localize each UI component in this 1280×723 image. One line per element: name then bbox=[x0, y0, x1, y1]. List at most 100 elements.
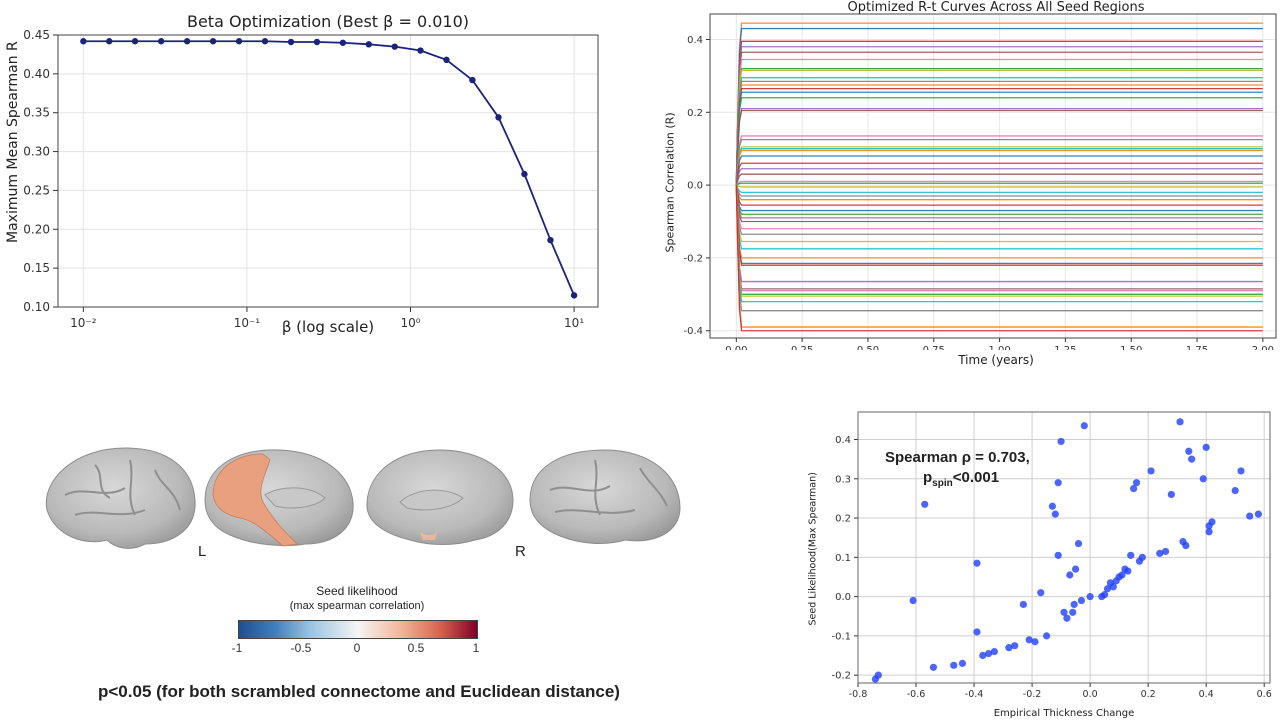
colorbar-title: Seed likelihood bbox=[316, 584, 398, 598]
x-tick-label: 0.2 bbox=[1141, 689, 1156, 700]
scatter-point bbox=[1109, 583, 1117, 591]
scatter-point bbox=[1054, 479, 1062, 487]
plot-frame bbox=[57, 34, 599, 308]
scatter-point bbox=[1080, 422, 1088, 430]
scatter-point bbox=[1176, 418, 1184, 426]
scatter-point bbox=[1011, 642, 1019, 650]
y-tick-label: -0.2 bbox=[683, 253, 703, 264]
x-tick-label: 1.25 bbox=[1054, 345, 1076, 350]
plot-frame bbox=[709, 13, 1277, 339]
y-tick-label: 0.20 bbox=[23, 222, 50, 236]
data-point bbox=[80, 38, 87, 45]
data-point bbox=[313, 38, 321, 46]
x-tick-label: 1.00 bbox=[988, 345, 1010, 350]
data-point bbox=[521, 170, 528, 178]
x-tick-label: 1.75 bbox=[1186, 345, 1208, 350]
beta-chart-title: Beta Optimization (Best β = 0.010) bbox=[186, 12, 469, 31]
y-tick-label: 0.1 bbox=[835, 553, 851, 564]
scatter-point bbox=[1048, 502, 1056, 510]
colorbar-tick: 1 bbox=[472, 641, 480, 655]
scatter-point bbox=[1161, 547, 1170, 556]
brain-right-lateral bbox=[529, 449, 681, 544]
scatter-point bbox=[1185, 447, 1193, 455]
colorbar-subtitle: (max spearman correlation) bbox=[289, 600, 425, 612]
rt-series-line bbox=[735, 173, 1263, 186]
x-tick-label: 10⁰ bbox=[400, 316, 420, 330]
brain-surface-figure bbox=[45, 447, 681, 549]
spearman-p-text: pspin<0.001 bbox=[923, 469, 1000, 489]
scatter-point bbox=[958, 659, 967, 667]
y-tick-label: -0.4 bbox=[683, 326, 703, 337]
x-tick-label: -0.8 bbox=[849, 689, 868, 700]
y-tick-label: 0.10 bbox=[23, 300, 50, 314]
seed-likelihood-scatter: -0.8 -0.6 -0.4 -0.2 0.0 0.2 0.4 0.6 -0.2 -0.1 0.0 0… bbox=[831, 411, 1272, 700]
data-point bbox=[157, 38, 165, 45]
scatter-point bbox=[1103, 585, 1112, 593]
data-point bbox=[131, 38, 139, 45]
x-tick-label: 10¹ bbox=[564, 316, 584, 330]
rt-chart-title: Optimized R-t Curves Across All Seed Reg… bbox=[847, 0, 1145, 15]
y-tick-label: 0.35 bbox=[23, 106, 50, 120]
x-tick-label: 0.0 bbox=[1083, 689, 1098, 700]
scatter-point bbox=[1042, 632, 1051, 640]
scatter-point bbox=[874, 671, 882, 679]
y-tick-label: 0.2 bbox=[687, 108, 703, 119]
x-tick-label: 0.00 bbox=[725, 345, 747, 350]
x-tick-label: 10⁻² bbox=[70, 316, 97, 330]
data-point bbox=[495, 114, 502, 121]
scatter-point bbox=[1031, 638, 1039, 646]
y-tick-label: -0.2 bbox=[831, 671, 851, 682]
colorbar-tick: -1 bbox=[231, 641, 243, 655]
brain-left-medial bbox=[204, 449, 354, 547]
colorbar-tick: -0.5 bbox=[290, 641, 312, 655]
scatter-point bbox=[1246, 512, 1254, 520]
y-tick-label: 0.2 bbox=[835, 514, 851, 525]
brain-right-medial bbox=[366, 449, 514, 545]
scatter-point bbox=[1205, 528, 1213, 536]
data-point bbox=[235, 38, 243, 45]
scatter-point bbox=[929, 663, 938, 671]
scatter-point bbox=[1127, 551, 1135, 559]
scatter-point bbox=[1188, 455, 1196, 463]
scatter-point bbox=[973, 559, 981, 567]
y-tick-label: 0.3 bbox=[835, 474, 851, 485]
y-tick-label: -0.1 bbox=[831, 631, 851, 642]
data-point bbox=[417, 47, 424, 54]
rt-series-line bbox=[735, 185, 1263, 332]
scatter-point bbox=[984, 649, 993, 658]
scatter-point bbox=[909, 596, 917, 605]
scatter-point bbox=[1025, 636, 1033, 644]
scatter-point bbox=[921, 500, 929, 508]
scatter-point bbox=[1077, 596, 1086, 605]
data-point bbox=[365, 41, 373, 48]
spearman-annotation: Spearman ρ = 0.703, pspin<0.001 bbox=[885, 448, 1030, 494]
scatter-point bbox=[950, 661, 958, 669]
scatter-point bbox=[1060, 608, 1068, 616]
y-tick-label: 0.30 bbox=[23, 145, 50, 159]
scatter-point bbox=[1156, 549, 1164, 557]
scatter-point bbox=[990, 647, 998, 656]
x-tick-label: 0.50 bbox=[857, 345, 879, 350]
scatter-point bbox=[1072, 565, 1080, 573]
scatter-point bbox=[979, 651, 987, 660]
y-tick-label: 0.0 bbox=[835, 592, 851, 603]
y-tick-label: 0.4 bbox=[835, 435, 851, 446]
data-point bbox=[469, 76, 476, 84]
scatter-xlabel: Empirical Thickness Change bbox=[993, 708, 1135, 719]
brain-left-lateral bbox=[45, 447, 196, 549]
series-line bbox=[83, 40, 575, 296]
brain-label-left: L bbox=[198, 543, 207, 560]
beta-chart-xlabel: β (log scale) bbox=[281, 318, 375, 336]
beta-optimization-chart: 10⁻² 10⁻¹ 10⁰ 10¹ 0.10 0.15 0.20 0.25 0.30 0.35 0.… bbox=[23, 28, 599, 330]
scatter-point bbox=[1199, 475, 1207, 483]
x-tick-label: 1.50 bbox=[1120, 345, 1142, 350]
scatter-point bbox=[1086, 592, 1094, 601]
rt-chart-xlabel: Time (years) bbox=[958, 353, 1034, 367]
scatter-point bbox=[1147, 467, 1155, 475]
rt-curves-chart: 0.00 0.25 0.50 0.75 1.00 1.25 1.50 1.75 2.00 -0.4… bbox=[683, 13, 1277, 350]
significance-caption: p<0.05 (for both scrambled connectome an… bbox=[98, 682, 620, 701]
data-point bbox=[570, 292, 578, 299]
scatter-point bbox=[1069, 608, 1077, 616]
plot-frame bbox=[857, 411, 1271, 684]
x-tick-label: 0.4 bbox=[1199, 689, 1214, 700]
